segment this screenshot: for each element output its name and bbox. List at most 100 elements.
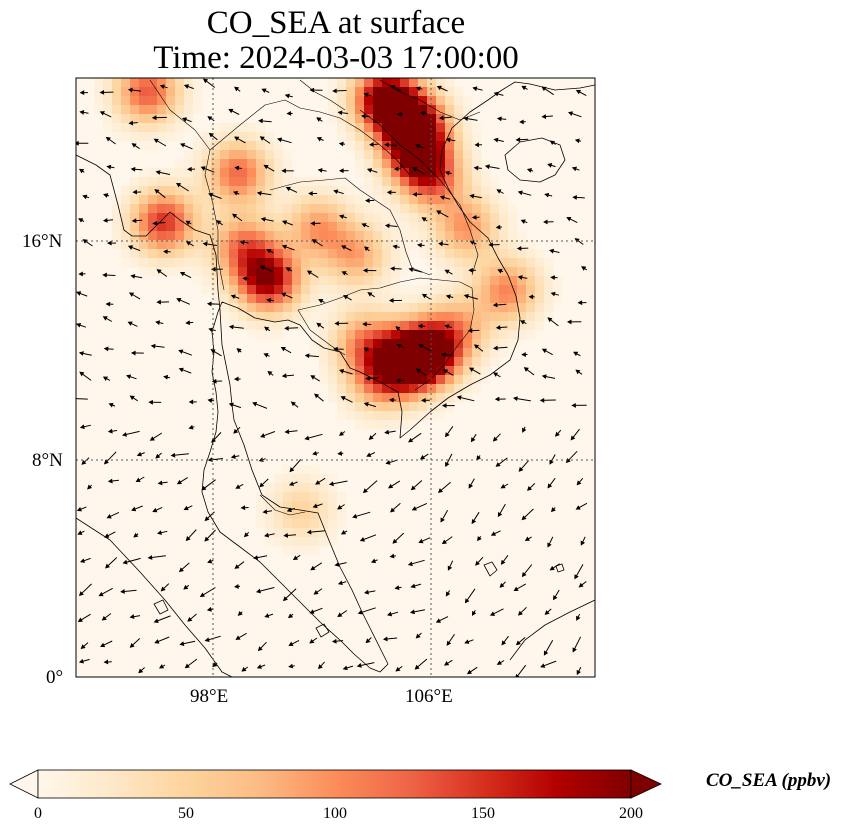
wind-arrow-head [439, 195, 445, 200]
wind-arrow-head [100, 642, 106, 648]
wind-arrow-head [290, 401, 296, 407]
field-cell [148, 132, 158, 142]
field-cell [391, 195, 401, 205]
wind-arrow-head [497, 268, 503, 274]
wind-arrow-head [410, 583, 416, 589]
field-cell [328, 357, 338, 367]
field-cell [346, 78, 356, 88]
field-cell [463, 258, 473, 268]
field-cell [427, 87, 437, 97]
wind-arrow-head [394, 585, 400, 591]
field-cell [364, 402, 374, 412]
field-cell [472, 222, 482, 232]
wind-arrow-head [343, 295, 349, 300]
field-cell [445, 195, 455, 205]
field-cell [283, 213, 293, 223]
field-cell [364, 114, 374, 124]
wind-arrow-head [127, 87, 133, 93]
field-cell [436, 177, 446, 187]
field-cell [337, 276, 347, 286]
wind-arrow-head [362, 488, 368, 494]
field-cell [490, 231, 500, 241]
field-cell [346, 87, 356, 97]
wind-arrow-head [387, 483, 394, 489]
wind-arrow-head [390, 85, 396, 90]
field-cell [373, 339, 383, 349]
field-cell [184, 87, 194, 97]
field-cell [445, 303, 455, 313]
field-cell [409, 303, 419, 313]
field-cell [238, 240, 248, 250]
wind-arrow-head [359, 537, 365, 542]
wind-arrow-head [438, 488, 444, 494]
wind-arrow-head [122, 559, 128, 565]
field-cell [346, 402, 356, 412]
field-cell [418, 330, 428, 340]
field-cell [337, 87, 347, 97]
field-cell [454, 357, 464, 367]
field-cell [427, 132, 437, 142]
field-cell [274, 492, 284, 502]
field-cell [364, 159, 374, 169]
field-cell [337, 411, 347, 421]
field-cell [364, 123, 374, 133]
field-cell [454, 321, 464, 331]
wind-arrow-head [576, 615, 581, 621]
field-cell [265, 537, 275, 547]
field-cell [247, 213, 257, 223]
field-cell [265, 330, 275, 340]
field-cell [391, 150, 401, 160]
field-cell [481, 276, 491, 286]
field-cell [211, 204, 221, 214]
field-cell [301, 537, 311, 547]
field-cell [436, 393, 446, 403]
field-cell [382, 366, 392, 376]
field-cell [436, 375, 446, 385]
field-cell [157, 204, 167, 214]
wind-arrow-head [188, 399, 194, 405]
field-cell [391, 204, 401, 214]
field-cell [517, 258, 527, 268]
wind-arrow-head [468, 267, 473, 273]
field-cell [301, 258, 311, 268]
field-cell [472, 276, 482, 286]
field-cell [436, 357, 446, 367]
field-cell [166, 132, 176, 142]
wind-arrow-head [389, 553, 395, 559]
field-cell [463, 159, 473, 169]
field-cell [418, 177, 428, 187]
wind-arrow-head [152, 220, 158, 226]
field-cell [310, 321, 320, 331]
field-cell [427, 393, 437, 403]
field-cell [400, 375, 410, 385]
field-cell [229, 240, 239, 250]
field-cell [283, 294, 293, 304]
field-cell [121, 96, 131, 106]
field-cell [337, 78, 347, 88]
field-cell [355, 258, 365, 268]
field-cell [301, 294, 311, 304]
wind-arrow-head [388, 298, 394, 303]
field-cell [274, 186, 284, 196]
field-cell [265, 492, 275, 502]
wind-arrow-head [211, 378, 217, 384]
field-cell [436, 141, 446, 151]
field-cell [490, 330, 500, 340]
field-cell [148, 105, 158, 115]
wind-arrow-head [384, 223, 390, 229]
field-cell [121, 249, 131, 259]
wind-arrow-head [127, 245, 134, 250]
wind-arrow-head [445, 591, 451, 597]
field-cell [283, 258, 293, 268]
field-cell [301, 267, 311, 277]
field-cell [436, 402, 446, 412]
wind-arrow-head [435, 618, 442, 623]
field-cell [175, 177, 185, 187]
field-cell [220, 285, 230, 295]
wind-arrow-head [308, 191, 313, 196]
field-cell [184, 78, 194, 88]
field-cell [391, 240, 401, 250]
field-cell [400, 186, 410, 196]
field-cell [481, 240, 491, 250]
field-cell [463, 375, 473, 385]
